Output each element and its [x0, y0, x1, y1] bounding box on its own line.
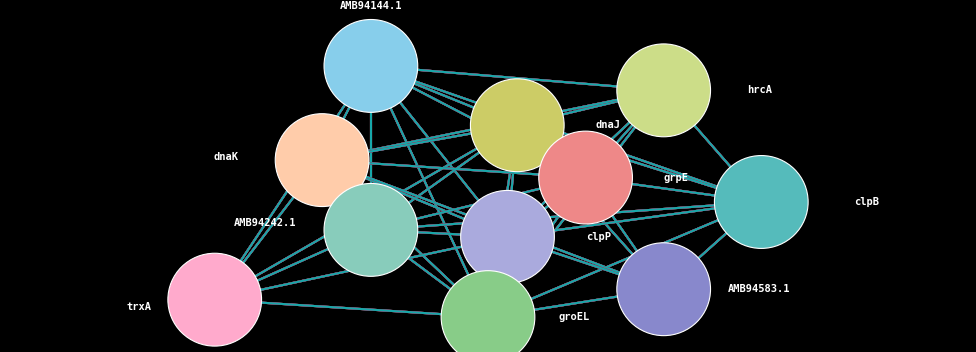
- Ellipse shape: [324, 183, 418, 276]
- Text: groEL: groEL: [558, 312, 590, 322]
- Text: dnaJ: dnaJ: [595, 120, 621, 130]
- Ellipse shape: [539, 131, 632, 224]
- Text: AMB94242.1: AMB94242.1: [234, 218, 297, 228]
- Ellipse shape: [441, 271, 535, 352]
- Ellipse shape: [461, 190, 554, 283]
- Ellipse shape: [617, 44, 711, 137]
- Text: clpB: clpB: [854, 197, 879, 207]
- Ellipse shape: [470, 79, 564, 172]
- Text: grpE: grpE: [664, 172, 689, 183]
- Text: AMB94144.1: AMB94144.1: [340, 1, 402, 11]
- Text: clpP: clpP: [586, 232, 611, 242]
- Ellipse shape: [324, 19, 418, 112]
- Ellipse shape: [714, 156, 808, 249]
- Ellipse shape: [275, 114, 369, 207]
- Ellipse shape: [168, 253, 262, 346]
- Ellipse shape: [617, 243, 711, 336]
- Text: trxA: trxA: [126, 302, 151, 312]
- Text: AMB94583.1: AMB94583.1: [728, 284, 791, 294]
- Text: hrcA: hrcA: [747, 85, 772, 95]
- Text: dnaK: dnaK: [214, 152, 239, 162]
